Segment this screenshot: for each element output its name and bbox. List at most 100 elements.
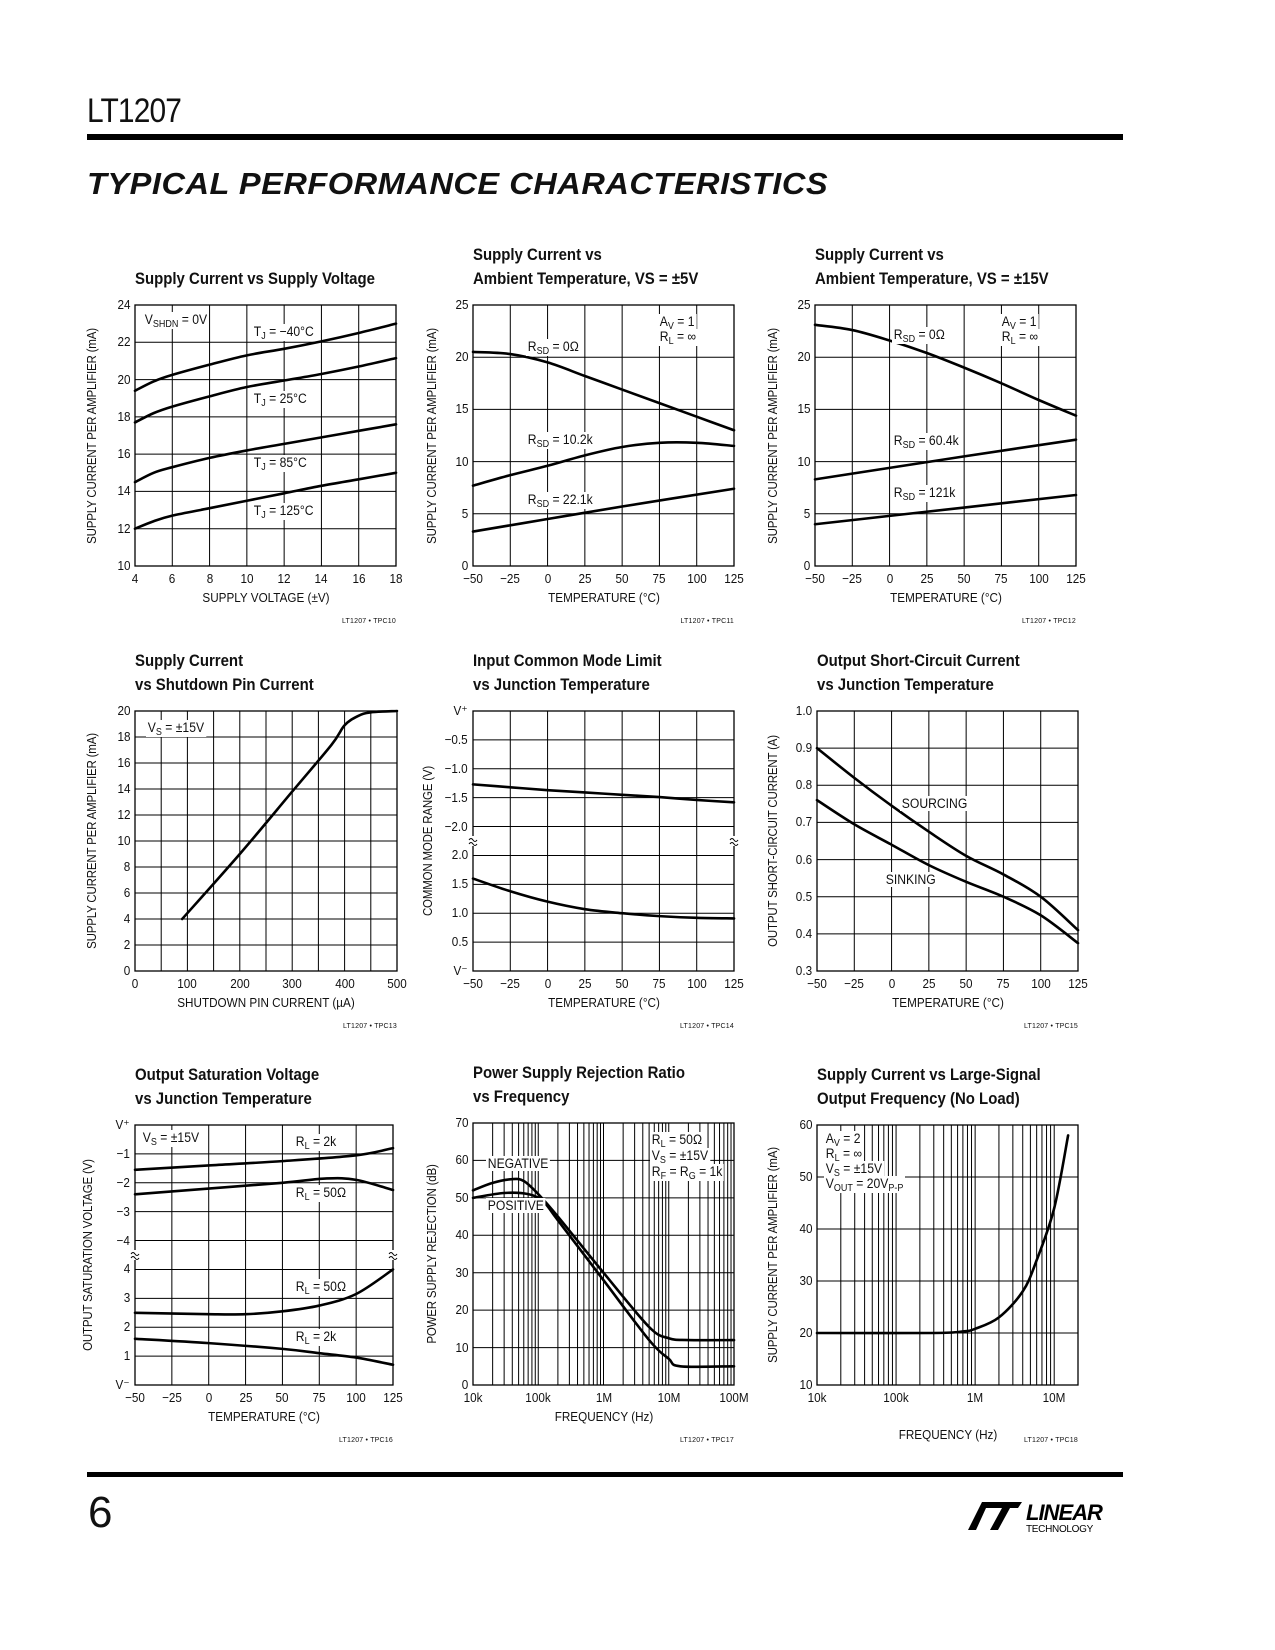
series-line-1 — [471, 350, 736, 432]
y-tick-label: 16 — [116, 446, 130, 462]
annotation-text: R — [825, 1146, 835, 1161]
y-tick-label: −2.0 — [444, 818, 468, 834]
plot-frame — [472, 1122, 735, 1386]
chart-title-line: Output Saturation Voltage — [135, 1065, 320, 1084]
annotation-text: L — [668, 336, 674, 347]
annotation-text: = 50Ω — [309, 1279, 347, 1294]
annotation-text: SD — [536, 346, 550, 357]
axis-break-icon — [468, 836, 478, 846]
annotation-text: = −40°C — [265, 324, 314, 339]
chart-annotation: AV = 1 — [1000, 314, 1039, 332]
y-tick-label: 3 — [123, 1290, 130, 1306]
annotation-text: R — [295, 1329, 305, 1344]
y-tick-label: 14 — [116, 781, 130, 796]
x-tick-label: 0 — [886, 571, 893, 586]
annotation-text: SOURCING — [901, 796, 968, 811]
chart-title-line: Supply Current vs Supply Voltage — [135, 269, 375, 288]
annotation-text: R — [651, 1164, 661, 1179]
x-tick-label: 25 — [239, 1390, 253, 1405]
x-tick-label: 10 — [240, 571, 254, 586]
axis-break-icon — [729, 836, 739, 846]
x-tick-label: 75 — [652, 571, 666, 586]
y-tick-label: 25 — [796, 297, 810, 312]
figure-code: LT1207 • TPC10 — [341, 618, 396, 625]
x-tick-label: 75 — [652, 976, 666, 991]
series-line-1 — [471, 1177, 736, 1342]
annotation-text: = 125°C — [265, 503, 314, 518]
annotation-text: = 1 — [673, 314, 695, 329]
x-tick-label: 125 — [1066, 571, 1086, 586]
figure-code: LT1207 • TPC17 — [679, 1437, 734, 1444]
y-axis-label: COMMON MODE RANGE (V) — [421, 765, 435, 917]
x-tick-label: 10M — [1042, 1390, 1066, 1405]
annotation-text: V — [147, 720, 156, 735]
annotation-text: R — [527, 432, 537, 447]
annotation-text: R — [295, 1279, 305, 1294]
y-tick-label: 0.7 — [795, 814, 812, 830]
series-line-4 — [133, 1337, 395, 1367]
y-tick-label: 8 — [123, 859, 130, 874]
x-tick-label: −50 — [807, 976, 827, 991]
svg-text:TECHNOLOGY: TECHNOLOGY — [1026, 1524, 1094, 1535]
axis-break-icon — [388, 1250, 398, 1260]
x-tick-label: 100 — [686, 571, 707, 586]
axis-break-icon — [130, 1250, 140, 1260]
annotation-text: V — [825, 1161, 834, 1176]
y-tick-label: 0 — [461, 558, 468, 573]
series-line-3 — [133, 423, 398, 484]
y-tick-label: 24 — [116, 297, 130, 312]
x-axis-label: TEMPERATURE (°C) — [891, 995, 1004, 1010]
y-tick-label: 0.8 — [795, 777, 812, 793]
annotation-text: L — [304, 1336, 310, 1347]
y-tick-label: 12 — [116, 520, 130, 536]
plot-frame — [472, 304, 735, 567]
x-tick-label: 25 — [922, 976, 936, 991]
x-tick-label: 75 — [996, 976, 1010, 991]
y-axis-label: SUPPLY CURRENT PER AMPLIFIER (mA) — [85, 733, 99, 949]
x-tick-label: 8 — [206, 571, 213, 586]
x-tick-label: 0 — [131, 976, 139, 991]
annotation-text: SD — [902, 334, 916, 345]
chart-6 — [815, 710, 1080, 972]
annotation-text: S — [659, 1155, 666, 1166]
x-tick-label: −25 — [500, 976, 521, 991]
annotation-text: V — [667, 321, 674, 332]
x-tick-label: 75 — [312, 1390, 326, 1405]
annotation-text: = 1 — [1015, 314, 1037, 329]
y-tick-label: 14 — [116, 483, 130, 499]
plot-frame — [134, 304, 397, 567]
chart-annotation: TJ = 85°C — [252, 455, 309, 473]
annotation-text: R — [893, 327, 903, 342]
annotation-text: R — [659, 329, 669, 344]
x-tick-label: −25 — [500, 571, 521, 586]
page-number: 6 — [88, 1488, 113, 1537]
x-tick-label: 50 — [615, 571, 629, 586]
chart-annotation: RF = RG = 1k — [650, 1164, 725, 1182]
y-tick-label: 0 — [123, 963, 130, 978]
x-tick-label: 1M — [595, 1390, 612, 1405]
x-tick-label: 0 — [544, 571, 551, 586]
chart-title-line: Supply Current vs — [473, 245, 602, 264]
y-tick-label: 70 — [454, 1115, 468, 1130]
y-tick-label: 4 — [123, 1261, 130, 1277]
x-tick-label: 100 — [177, 976, 198, 991]
annotation-text: = 60.4k — [915, 433, 959, 448]
chart-annotation: RSD = 0Ω — [892, 327, 947, 345]
chart-7 — [130, 1124, 398, 1386]
y-tick-label: 0 — [803, 558, 810, 573]
annotation-text: J — [261, 398, 266, 409]
y-tick-label: −1 — [116, 1145, 130, 1161]
y-tick-label: 18 — [116, 408, 130, 424]
annotation-text: = 0V — [178, 312, 208, 327]
plot-frame — [134, 710, 398, 972]
chart-3 — [813, 304, 1078, 567]
annotation-text: SD — [902, 440, 916, 451]
x-tick-label: 100 — [346, 1390, 366, 1405]
x-tick-label: −50 — [463, 571, 483, 586]
series-line-2 — [471, 1191, 736, 1369]
chart-annotation: TJ = 25°C — [252, 391, 309, 409]
annotation-text: = ∞ — [839, 1146, 863, 1161]
x-tick-label: −25 — [844, 976, 865, 991]
chart-title-line: vs Junction Temperature — [135, 1089, 312, 1108]
x-tick-label: 100M — [719, 1390, 749, 1405]
